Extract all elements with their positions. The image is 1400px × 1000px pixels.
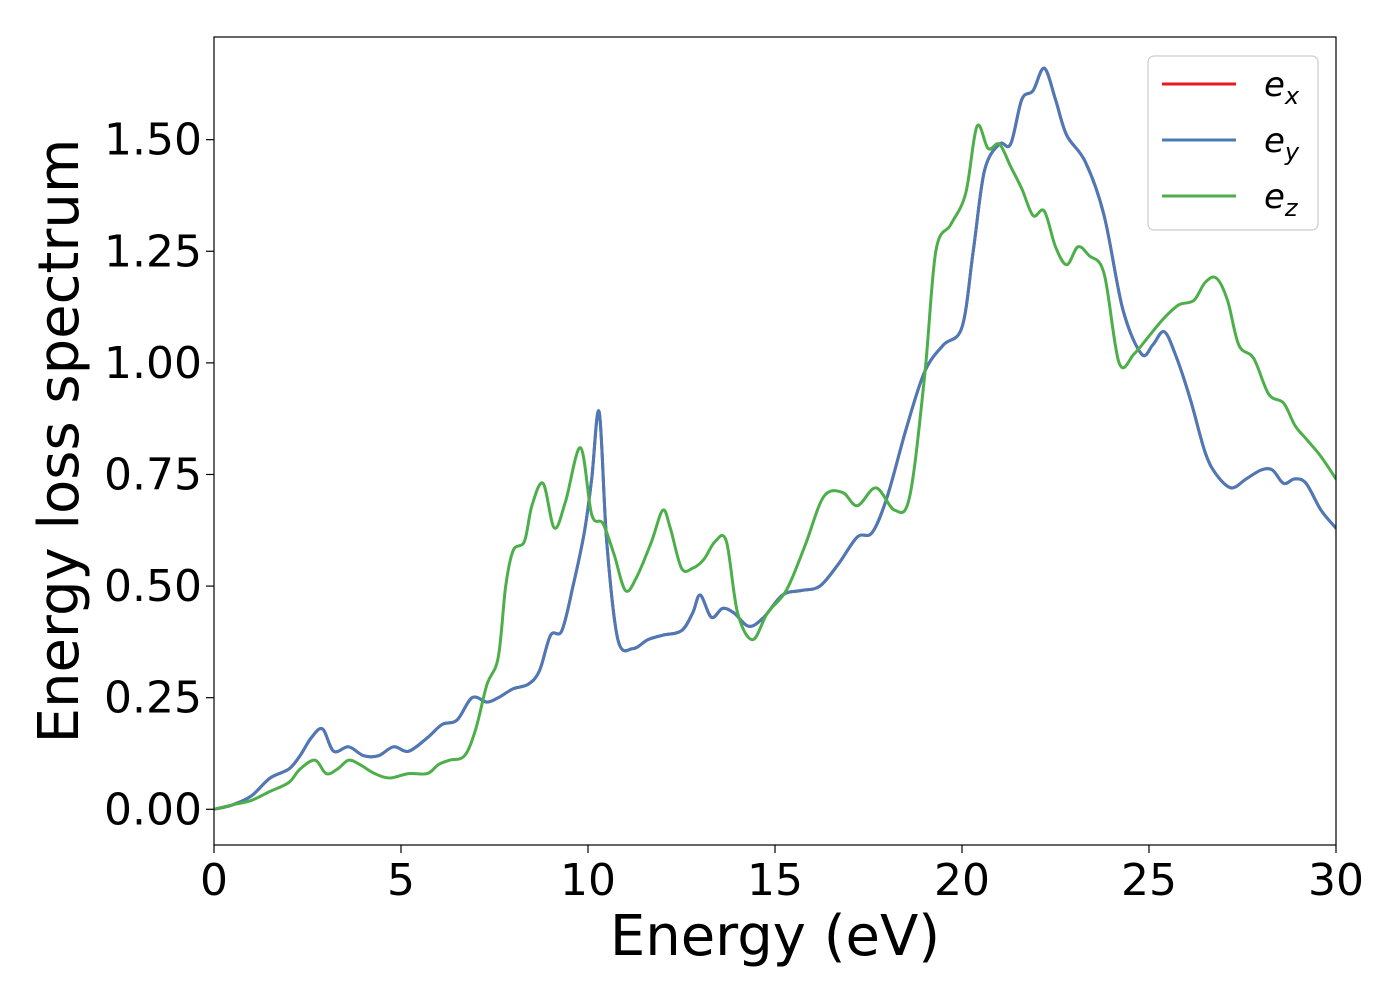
series-line-ez — [214, 123, 1336, 811]
legend-label-ey: ey — [1264, 121, 1300, 166]
y-tick-label: 1.50 — [104, 115, 202, 166]
series-layer — [214, 66, 1336, 811]
x-axis-title: Energy (eV) — [610, 904, 940, 969]
x-axis-ticks: 0 5 10 15 20 25 30 — [200, 845, 1364, 906]
y-tick-label: 0.75 — [104, 449, 202, 500]
x-tick-label: 10 — [560, 855, 616, 906]
y-tick-label: 0.50 — [104, 561, 202, 612]
y-tick-label: 1.25 — [104, 226, 202, 277]
legend-label-ez: ez — [1264, 177, 1299, 222]
x-tick-label: 20 — [934, 855, 990, 906]
x-tick-label: 5 — [387, 855, 415, 906]
y-tick-label: 0.00 — [104, 784, 202, 835]
x-tick-label: 25 — [1121, 855, 1177, 906]
y-axis-title: Energy loss spectrum — [27, 139, 92, 744]
x-tick-label: 0 — [200, 855, 228, 906]
y-tick-label: 0.25 — [104, 673, 202, 724]
legend: ex ey ez — [1147, 55, 1319, 231]
y-axis-ticks: 0.00 0.25 0.50 0.75 1.00 1.25 1.50 — [104, 115, 214, 835]
x-tick-label: 30 — [1308, 855, 1364, 906]
x-tick-label: 15 — [747, 855, 803, 906]
series-line-ey — [214, 66, 1336, 811]
legend-label-ex: ex — [1264, 65, 1300, 110]
y-tick-label: 1.00 — [104, 338, 202, 389]
legend-box — [1147, 55, 1319, 231]
